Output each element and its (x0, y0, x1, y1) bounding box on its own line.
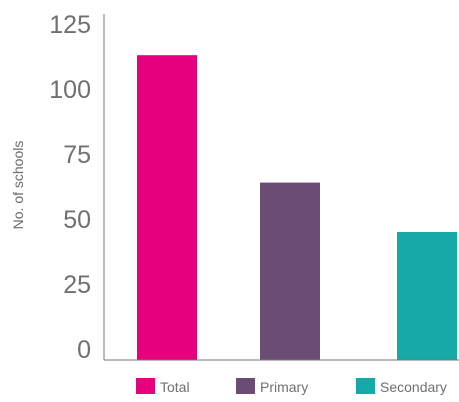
legend-item-secondary: Secondary (356, 378, 447, 395)
bar-primary (260, 182, 320, 360)
bars (137, 55, 457, 360)
legend-label: Secondary (380, 379, 447, 395)
y-tick-label: 0 (77, 336, 91, 364)
legend-label: Primary (260, 379, 308, 395)
y-tick-label: 100 (49, 76, 91, 104)
y-tick-label: 25 (63, 271, 91, 299)
bar-total (137, 55, 197, 360)
legend-item-primary: Primary (236, 378, 308, 395)
y-tick-label: 75 (63, 141, 91, 169)
bar-secondary (397, 232, 457, 360)
y-tick-label: 125 (49, 11, 91, 39)
legend: Total Primary Secondary (136, 378, 447, 395)
y-axis-ticks: 0 25 50 75 100 125 (49, 11, 91, 364)
y-axis-label: No. of schools (10, 141, 26, 230)
legend-swatch (136, 378, 155, 394)
legend-swatch (356, 378, 375, 394)
legend-item-total: Total (136, 378, 190, 395)
legend-swatch (236, 378, 255, 394)
legend-label: Total (160, 379, 190, 395)
y-tick-label: 50 (63, 206, 91, 234)
